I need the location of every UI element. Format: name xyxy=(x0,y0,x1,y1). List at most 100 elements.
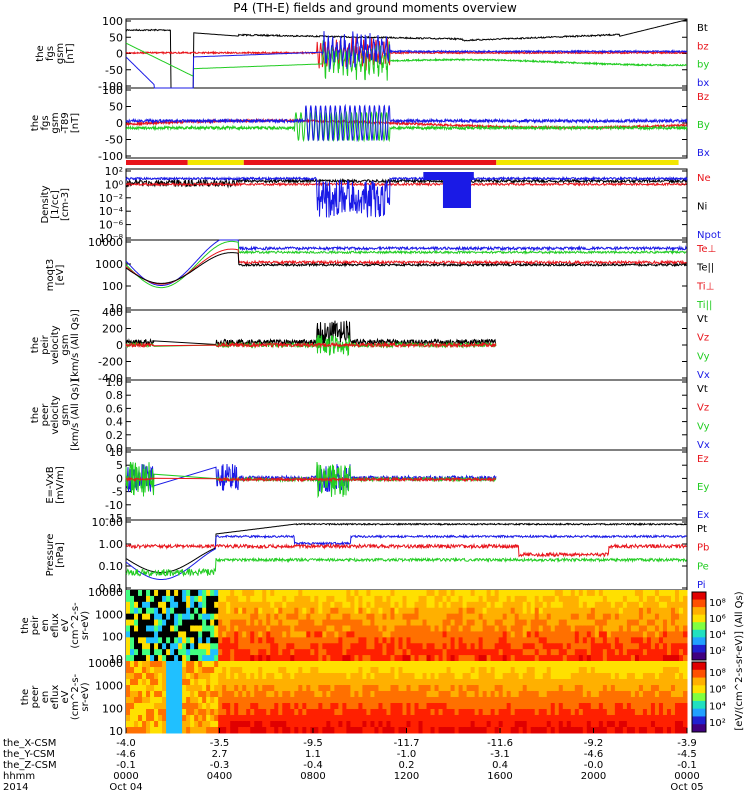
spectrogram-cell xyxy=(226,721,231,728)
spectrogram-cell xyxy=(426,619,432,626)
spectrogram-cell xyxy=(426,685,432,692)
y-tick-label: 50 xyxy=(109,101,123,114)
spectrogram-cell xyxy=(338,631,343,638)
spectrogram-cell xyxy=(518,709,524,716)
spectrogram-cell xyxy=(558,721,564,728)
spectrogram-cell xyxy=(614,691,620,698)
spectrogram-cell xyxy=(386,691,391,698)
spectrogram-cell xyxy=(134,601,139,609)
spectrogram-cell xyxy=(614,661,620,668)
y-tick-label: 100 xyxy=(102,15,123,28)
spectrogram-cell xyxy=(234,637,239,644)
spectrogram-cell xyxy=(662,727,668,734)
spectrogram-cell xyxy=(622,607,628,615)
spectrogram-cell xyxy=(650,679,656,686)
spectrogram-cell xyxy=(510,607,516,615)
spectrogram-cell xyxy=(466,601,472,609)
spectrogram-cell xyxy=(618,685,624,692)
spectrogram-cell xyxy=(338,613,343,621)
spectrogram-cell xyxy=(198,601,203,609)
spectrogram-cell xyxy=(250,679,255,686)
spectrogram-cell xyxy=(226,661,231,668)
spectrogram-cell xyxy=(226,607,231,615)
spectrogram-cell xyxy=(198,685,203,692)
spectrogram-cell xyxy=(678,685,684,692)
spectrogram-cell xyxy=(674,631,680,638)
spectrogram-cell xyxy=(530,673,536,680)
spectrogram-cell xyxy=(286,619,291,626)
spectrogram-cell xyxy=(398,601,403,609)
spectrogram-cell xyxy=(298,721,303,728)
spectrogram-cell xyxy=(534,619,540,626)
spectrogram-cell xyxy=(170,697,175,704)
spectrogram-cell xyxy=(670,673,676,680)
spectrogram-cell xyxy=(266,727,271,734)
spectrogram-cell xyxy=(330,613,335,621)
spectrogram-cell xyxy=(630,655,636,662)
spectrogram-cell xyxy=(166,613,171,621)
spectrogram-cell xyxy=(470,667,476,674)
spectrogram-cell xyxy=(142,643,147,650)
spectrogram-cell xyxy=(234,721,239,728)
spectrogram-cell xyxy=(530,601,536,609)
spectrogram-cell xyxy=(474,619,480,626)
spectrogram-cell xyxy=(362,703,367,710)
spectrogram-cell xyxy=(598,691,604,698)
spectrogram-cell xyxy=(602,715,608,722)
spectrogram-cell xyxy=(322,727,327,734)
spectrogram-cell xyxy=(298,601,303,609)
spectrogram-cell xyxy=(582,709,588,716)
spectrogram-cell xyxy=(530,595,536,603)
spectrogram-cell xyxy=(650,631,656,638)
spectrogram-cell xyxy=(134,679,139,686)
colorbar-segment xyxy=(692,716,706,725)
spectrogram-cell xyxy=(434,721,440,728)
spectrogram-cell xyxy=(466,619,472,626)
spectrogram-cell xyxy=(286,637,291,644)
spectrogram-cell xyxy=(426,679,432,686)
spectrogram-cell xyxy=(294,619,299,626)
spectrogram-cell xyxy=(270,685,275,692)
spectrogram-cell xyxy=(282,637,287,644)
spectrogram-cell xyxy=(586,607,592,615)
spectrogram-cell xyxy=(414,625,420,632)
spectrogram-cell xyxy=(458,637,464,644)
spectrogram-cell xyxy=(310,685,315,692)
spectrogram-cell xyxy=(446,619,452,626)
spectrogram-cell xyxy=(274,643,279,650)
spectrogram-cell xyxy=(234,607,239,615)
spectrogram-cell xyxy=(266,667,271,674)
spectrogram-cell xyxy=(470,727,476,734)
spectrogram-cell xyxy=(542,715,548,722)
spectrogram-cell xyxy=(606,709,612,716)
y-tick-label: 1.0 xyxy=(106,376,124,389)
spectrogram-cell xyxy=(646,649,652,656)
spectrogram-cell xyxy=(378,625,383,632)
spectrogram-cell xyxy=(362,709,367,716)
spectrogram-cell xyxy=(522,590,528,597)
spectrogram-cell xyxy=(446,607,452,615)
spectrogram-cell xyxy=(646,673,652,680)
spectrogram-cell xyxy=(450,667,456,674)
y-axis-label: thepeervelocitygsm[km/s (All Qs)] xyxy=(30,379,81,451)
spectrogram-cell xyxy=(666,619,672,626)
spectrogram-cell xyxy=(650,601,656,609)
spectrogram-cell xyxy=(234,619,239,626)
spectrogram-cell xyxy=(142,709,147,716)
spectrogram-cell xyxy=(574,595,580,603)
spectrogram-cell xyxy=(230,590,235,597)
spectrogram-cell xyxy=(170,625,175,632)
spectrogram-cell xyxy=(138,637,143,644)
spectrogram-cell xyxy=(338,637,343,644)
spectrogram-cell xyxy=(514,595,520,603)
spectrogram-cell xyxy=(174,601,179,609)
spectrogram-cell xyxy=(614,709,620,716)
spectrogram-cell xyxy=(298,697,303,704)
spectrogram-cell xyxy=(130,625,135,632)
spectrogram-cell xyxy=(218,709,223,716)
spectrogram-cell xyxy=(314,601,319,609)
spectrogram-cell xyxy=(170,679,175,686)
spectrogram-cell xyxy=(590,685,596,692)
spectrogram-cell xyxy=(566,691,572,698)
spectrogram-cell xyxy=(646,601,652,609)
